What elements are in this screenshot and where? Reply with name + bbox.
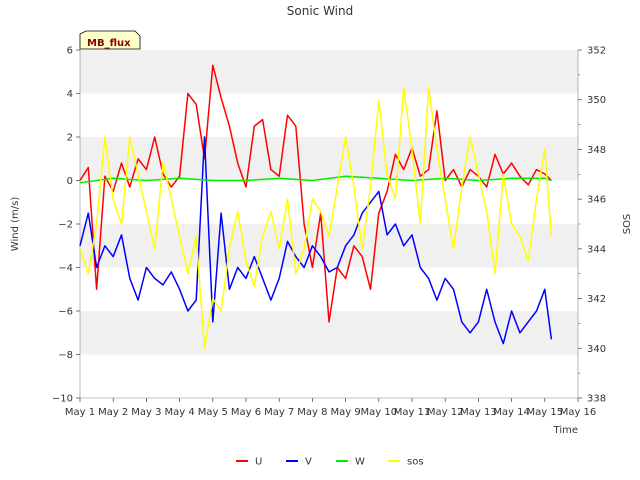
- y2-tick-label: 350: [587, 95, 606, 106]
- x-tick-label: May 14: [493, 407, 530, 418]
- y2-tick-label: 340: [587, 344, 606, 355]
- x-tick-label: May 1: [65, 407, 95, 418]
- y-tick-label: 6: [67, 46, 73, 57]
- x-tick-label: May 10: [361, 407, 398, 418]
- chart-title: Sonic Wind: [287, 4, 353, 18]
- grid-band: [80, 224, 578, 268]
- legend-label-w: W: [355, 457, 365, 468]
- x-axis: May 1 May 2 May 3 May 4 May 5 May 6 May 7 May 8…: [65, 398, 596, 418]
- x-tick-label: May 8: [297, 407, 327, 418]
- x-tick-label: May 11: [394, 407, 431, 418]
- grid-band: [80, 93, 578, 137]
- y2-tick-label: 338: [587, 394, 606, 405]
- x-tick-label: May 6: [231, 407, 261, 418]
- site-label: MB_flux: [87, 38, 131, 49]
- y2-tick-label: 346: [587, 195, 606, 206]
- series-line-u: [79, 64, 552, 323]
- grid-band: [80, 50, 578, 94]
- grid-band: [80, 267, 578, 311]
- y-tick-label: −6: [58, 307, 73, 318]
- y2-tick-label: 344: [587, 244, 606, 255]
- y-tick-label: −10: [52, 394, 73, 405]
- y-tick-label: 2: [67, 133, 73, 144]
- site-label-box: MB_flux: [79, 30, 141, 50]
- legend-label-v: V: [305, 457, 312, 468]
- x-tick-label: May 12: [427, 407, 464, 418]
- x-tick-label: May 2: [98, 407, 128, 418]
- x-tick-label: May 4: [164, 407, 194, 418]
- y-axis-title: Wind (m/s): [10, 197, 21, 252]
- x-tick-label: May 9: [330, 407, 360, 418]
- x-tick-label: May 15: [527, 407, 564, 418]
- y-tick-label: 4: [67, 89, 73, 100]
- grid-band: [80, 180, 578, 224]
- y-axis-left: 6 4 2 0 −2 −4 −6 −8 −10: [52, 46, 80, 405]
- series-line-w: [79, 175, 552, 184]
- y-tick-label: 0: [67, 176, 73, 187]
- legend-label-sos: sos: [407, 457, 424, 468]
- y2-tick-label: 348: [587, 145, 606, 156]
- y2-axis-title: SOS: [622, 214, 633, 235]
- grid-bands: [79, 50, 579, 399]
- y-tick-label: −8: [58, 350, 73, 361]
- x-tick-label: May 3: [131, 407, 161, 418]
- y-tick-label: −4: [58, 263, 73, 274]
- series-line-v: [79, 136, 553, 345]
- x-tick-label: May 5: [198, 407, 228, 418]
- x-axis-title: Time: [553, 425, 578, 436]
- y2-tick-label: 352: [587, 46, 606, 57]
- x-tick-label: May 16: [560, 407, 597, 418]
- series-line-sos: [79, 86, 553, 350]
- y2-tick-label: 342: [587, 294, 606, 305]
- x-tick-label: May 13: [460, 407, 497, 418]
- legend-label-u: U: [255, 457, 262, 468]
- plot-series: [79, 64, 553, 350]
- y-tick-label: −2: [58, 220, 73, 231]
- grid-band: [80, 354, 578, 398]
- y-axis-right: 352 350 348 346 344 342 340 338: [578, 46, 606, 405]
- x-tick-label: May 7: [264, 407, 294, 418]
